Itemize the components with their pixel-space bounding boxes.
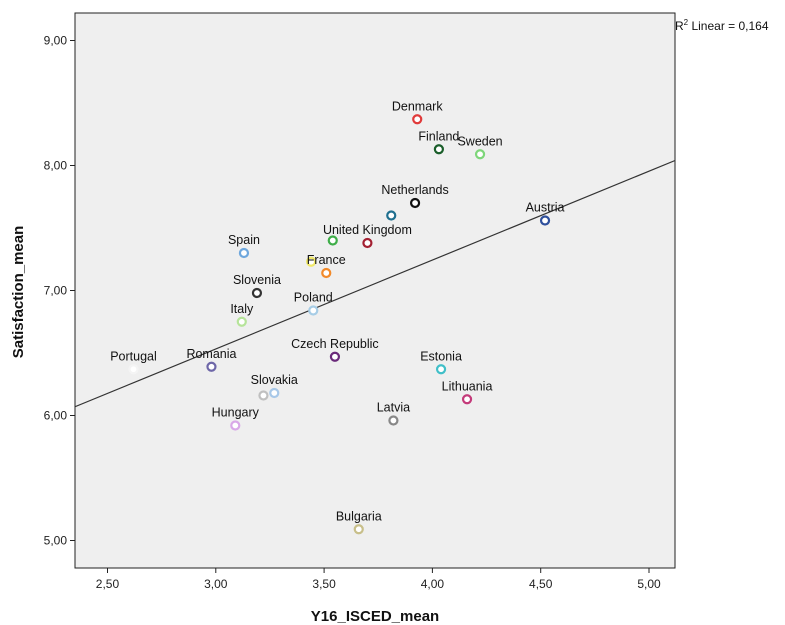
y-tick-label: 6,00 [44,409,68,423]
r2-prefix: R [675,19,684,33]
data-point [433,144,444,155]
data-point [461,394,473,405]
data-point [269,387,280,399]
point-label: France [307,253,346,267]
data-points [128,114,551,535]
data-point [474,149,486,160]
point-label: Finland [418,129,459,143]
y-tick-label: 5,00 [44,534,68,548]
data-point [238,247,250,259]
plot-background [74,12,676,569]
point-label: Italy [230,302,254,316]
data-point [230,420,241,431]
point-label: Hungary [212,406,260,420]
x-axis-title: Y16_ISCED_mean [311,608,439,625]
data-point [206,361,217,372]
data-point [362,237,373,249]
point-label: Slovakia [251,373,298,387]
data-point [327,235,338,246]
r2-value: Linear = 0,164 [688,19,769,33]
data-point [251,287,263,299]
y-tick-label: 9,00 [44,34,68,48]
x-tick-label: 4,50 [529,577,553,591]
point-label: Poland [294,291,333,305]
data-point [539,215,551,226]
point-label: Lithuania [442,379,493,393]
data-point [353,524,364,535]
point-label: Bulgaria [336,509,382,523]
x-tick-label: 3,50 [312,577,336,591]
point-label: Latvia [377,401,410,415]
point-label: Austria [526,201,565,215]
point-label: Netherlands [381,183,448,197]
r2-annotation: R2 Linear = 0,164 [675,18,769,33]
fit-line [75,159,675,408]
point-label: United Kingdom [323,223,412,237]
data-point [329,351,341,362]
x-tick-label: 4,00 [421,577,445,591]
data-point [321,267,332,279]
data-point [388,415,399,426]
data-point [409,197,421,209]
data-point [258,390,269,401]
point-label: Denmark [392,99,443,113]
x-tick-label: 2,50 [96,577,120,591]
plot-area [74,12,676,569]
data-point [412,114,423,125]
point-label: Czech Republic [291,337,379,351]
point-label: Romania [186,347,236,361]
y-axis-title: Satisfaction_mean [10,226,27,359]
point-label: Spain [228,233,260,247]
data-point [308,305,319,316]
point-label: Estonia [420,349,462,363]
y-tick-label: 7,00 [44,284,68,298]
x-tick-label: 5,00 [637,577,661,591]
x-tick-label: 3,00 [204,577,228,591]
data-point [128,364,139,375]
data-point [386,210,397,221]
y-tick-label: 8,00 [44,159,68,173]
axes: 2,50 3,00 3,50 4,00 4,50 5,00 5,00 6,00 7,00 8,00… [44,34,661,592]
data-point [306,256,317,267]
point-label: Slovenia [233,273,281,287]
data-point [435,364,447,375]
data-point [236,316,247,327]
r2-superscript: 2 [684,18,689,27]
point-label: Sweden [457,134,502,148]
point-label: Portugal [110,349,157,363]
